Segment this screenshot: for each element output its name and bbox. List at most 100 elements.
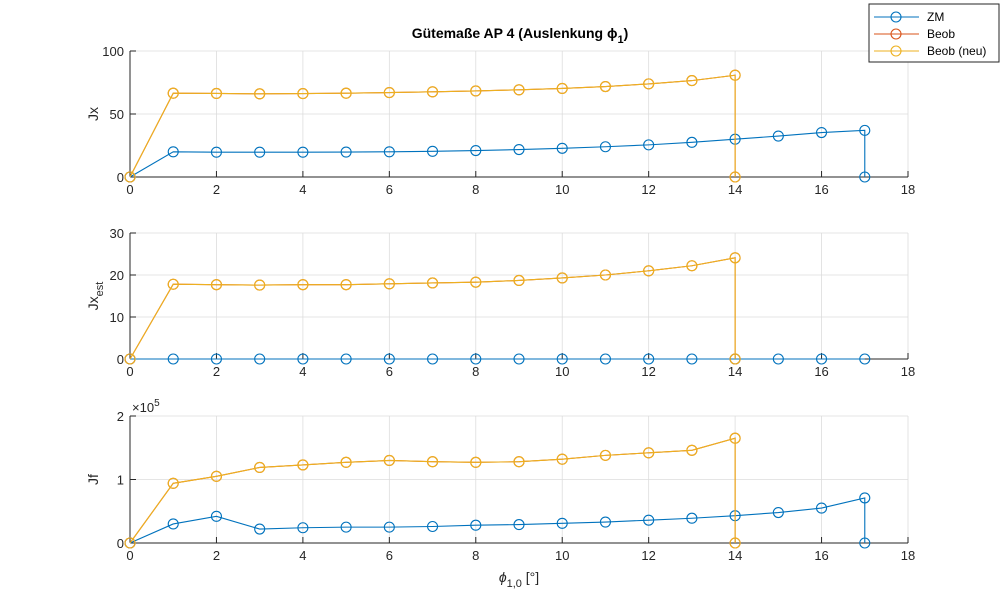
y-tick-label: 0: [117, 536, 124, 551]
x-tick-label: 8: [472, 548, 479, 563]
data-point: [297, 146, 309, 158]
data-point: [643, 447, 655, 459]
data-point: [427, 277, 439, 289]
x-tick-label: 4: [299, 548, 306, 563]
data-point: [599, 80, 611, 93]
y-tick-label: 0: [117, 170, 124, 185]
data-point: [340, 456, 352, 468]
data-point: [124, 537, 136, 549]
x-tick-label: 10: [555, 182, 569, 197]
legend-entry: Beob (neu): [874, 44, 986, 58]
series-beob-neu: [124, 252, 741, 365]
series-line: [129, 129, 866, 178]
data-point: [729, 432, 741, 444]
x-tick-label: 14: [728, 364, 742, 379]
data-point: [427, 86, 439, 98]
data-point: [383, 454, 395, 467]
data-point: [513, 456, 525, 468]
x-tick-label: 12: [641, 182, 655, 197]
legend-marker: [890, 11, 902, 23]
data-point: [124, 353, 136, 365]
data-point: [297, 459, 309, 471]
data-point: [297, 522, 309, 534]
legend-marker: [890, 28, 902, 40]
data-point: [816, 126, 828, 139]
data-point: [297, 88, 309, 100]
data-point: [470, 519, 482, 531]
x-tick-label: 6: [386, 182, 393, 197]
data-point: [729, 69, 741, 81]
data-point: [643, 514, 655, 526]
data-point: [772, 353, 784, 365]
data-point: [427, 456, 439, 468]
data-point: [340, 279, 352, 291]
data-point: [556, 142, 568, 154]
data-point: [210, 510, 222, 522]
data-point: [513, 84, 525, 96]
legend: ZM Beob Beob (neu): [868, 3, 1000, 63]
data-point: [513, 519, 525, 531]
x-tick-label: 6: [386, 364, 393, 379]
x-tick-label: 6: [386, 548, 393, 563]
data-point: [167, 146, 179, 158]
y-axis-label: Jx: [85, 107, 101, 121]
y-tick-label: 50: [110, 107, 124, 122]
data-point: [427, 520, 439, 533]
data-point: [427, 353, 439, 365]
data-point: [643, 139, 655, 151]
x-tick-label: 12: [641, 364, 655, 379]
y-tick-label: 10: [110, 310, 124, 325]
data-point: [210, 146, 222, 158]
data-point: [556, 353, 568, 365]
data-point: [340, 353, 352, 365]
data-point: [859, 124, 871, 136]
data-point: [470, 276, 482, 288]
data-point: [210, 87, 222, 100]
data-point: [513, 353, 525, 365]
x-axis-label: ϕ1,0 [°]: [499, 569, 539, 590]
x-tick-label: 10: [555, 548, 569, 563]
data-point: [340, 521, 352, 533]
x-tick-label: 2: [213, 182, 220, 197]
data-point: [167, 477, 179, 489]
data-point: [599, 353, 611, 365]
data-point: [729, 353, 741, 365]
data-point: [254, 88, 266, 100]
x-tick-label: 16: [814, 182, 828, 197]
data-point: [686, 444, 698, 456]
data-point: [556, 272, 568, 284]
figure-title: Gütemaße AP 4 (Auslenkung ϕ1): [412, 25, 629, 46]
data-point: [686, 136, 698, 148]
y-tick-label: 20: [110, 268, 124, 283]
data-point: [470, 353, 482, 365]
data-point: [772, 130, 784, 142]
data-point: [556, 453, 568, 465]
data-point: [254, 461, 266, 473]
subplot-1: 0 2 4 6 8 10 12 14 16 18 0 50 100 Jx: [85, 44, 915, 197]
data-point: [167, 87, 179, 99]
y-tick-label: 1: [117, 473, 124, 488]
data-point: [427, 145, 439, 157]
series-zm: [124, 492, 871, 549]
data-point: [729, 537, 741, 549]
y-tick-label: 100: [102, 44, 124, 59]
data-point: [383, 521, 395, 533]
data-point: [383, 353, 395, 365]
data-point: [383, 146, 395, 158]
x-tick-label: 8: [472, 182, 479, 197]
y-axis-exponent: ×105: [132, 398, 160, 415]
data-point: [816, 502, 828, 514]
x-tick-label: 16: [814, 548, 828, 563]
data-point: [470, 85, 482, 97]
data-point: [124, 171, 136, 183]
y-tick-label: 30: [110, 226, 124, 241]
data-point: [643, 265, 655, 277]
data-point: [686, 75, 698, 87]
series-beob-neu: [124, 432, 741, 549]
data-point: [254, 353, 266, 365]
data-point: [556, 517, 568, 529]
data-point: [210, 353, 222, 365]
data-point: [254, 523, 266, 535]
data-point: [859, 537, 871, 549]
data-point: [599, 141, 611, 153]
